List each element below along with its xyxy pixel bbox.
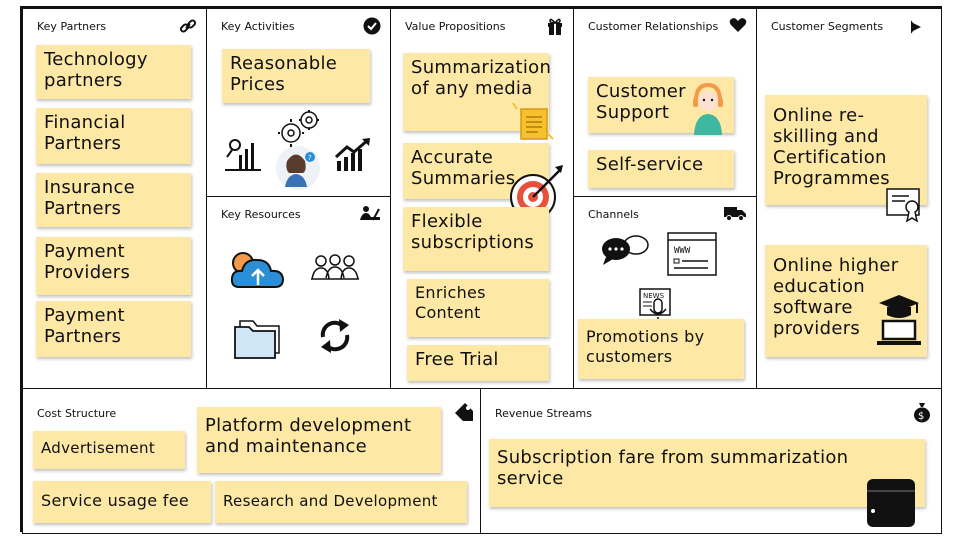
business-model-canvas: Key Partners Technology partners Financi…	[20, 6, 942, 534]
sticky-note: Financial Partners	[36, 108, 191, 164]
graduation-laptop-icon	[875, 291, 923, 351]
block-customer-segments: Customer Segments Online re-skilling and…	[756, 8, 942, 390]
block-value-propositions: Value Propositions Summarization of any …	[390, 8, 575, 390]
sticky-note: Free Trial	[407, 345, 549, 381]
sticky-note: Summarization of any media	[403, 53, 551, 131]
sticky-note: Reasonable Prices	[222, 49, 370, 103]
block-revenue-streams: Revenue Streams $ Subscription fare from…	[480, 388, 942, 534]
block-key-activities: Key Activities Reasonable Prices ?	[206, 8, 392, 198]
sticky-note: Flexible subscriptions	[403, 207, 549, 271]
heart-icon	[729, 17, 747, 36]
folder-icon	[233, 315, 283, 363]
notepad-icon	[511, 101, 555, 149]
cloud-upload-icon	[229, 245, 287, 295]
worker-icon	[359, 205, 381, 224]
wallet-icon	[865, 477, 917, 533]
block-title: Key Resources	[221, 208, 301, 221]
block-title: Key Activities	[221, 20, 295, 33]
sticky-note: Advertisement	[33, 431, 185, 469]
block-title: Value Propositions	[405, 20, 506, 33]
truck-icon	[723, 205, 747, 224]
people-icon	[309, 252, 361, 286]
sticky-note: Research and Development	[215, 481, 467, 523]
block-title: Revenue Streams	[495, 407, 592, 420]
sticky-note: Service usage fee	[33, 481, 211, 523]
sticky-note: Technology partners	[36, 45, 191, 99]
tag-icon	[453, 401, 475, 424]
chat-icon	[600, 233, 652, 271]
svg-text:$: $	[918, 411, 924, 422]
sticky-note: Promotions by customers	[578, 319, 744, 379]
certificate-icon	[885, 185, 925, 229]
block-title: Customer Segments	[771, 20, 884, 33]
sticky-note: Subscription fare from summarization ser…	[489, 439, 925, 507]
block-title: Key Partners	[37, 20, 107, 33]
trending-up-chart-icon	[333, 137, 373, 177]
block-cost-structure: Cost Structure Advertisement Platform de…	[22, 388, 482, 534]
sticky-note: Self-service	[588, 150, 734, 188]
block-channels: Channels WWW NEWS Promotions by customer…	[573, 196, 758, 390]
gift-icon	[546, 17, 564, 38]
sticky-note: Accurate Summaries	[403, 143, 549, 199]
block-title: Customer Relationships	[588, 20, 719, 33]
block-customer-relationships: Customer Relationships Customer Support …	[573, 8, 758, 198]
block-title: Cost Structure	[37, 407, 117, 420]
web-page-icon: WWW	[666, 231, 718, 281]
sticky-note: Insurance Partners	[36, 173, 191, 227]
sticky-note: Payment Partners	[36, 301, 191, 357]
svg-text:?: ?	[308, 154, 312, 162]
sticky-note: Payment Providers	[36, 237, 191, 295]
svg-text:NEWS: NEWS	[643, 292, 665, 300]
sticky-note: Enriches Content	[407, 279, 549, 337]
pacman-icon	[895, 17, 931, 40]
sticky-note: Online re-skilling and Certification Pro…	[765, 95, 927, 205]
sync-icon	[315, 315, 355, 361]
gears-icon	[277, 109, 321, 153]
money-bag-icon: $	[913, 401, 931, 426]
link-icon	[179, 17, 197, 38]
check-circle-icon	[363, 17, 381, 38]
block-title: Channels	[588, 208, 639, 221]
support-person-icon: ?	[275, 145, 321, 197]
block-key-partners: Key Partners Technology partners Financi…	[22, 8, 208, 390]
headset-agent-icon	[688, 81, 728, 139]
news-microphone-icon: NEWS	[638, 287, 678, 335]
block-key-resources: Key Resources	[206, 196, 392, 390]
bar-chart-icon	[223, 137, 263, 177]
sticky-note: Platform development and maintenance	[197, 407, 441, 473]
svg-text:WWW: WWW	[674, 246, 691, 256]
